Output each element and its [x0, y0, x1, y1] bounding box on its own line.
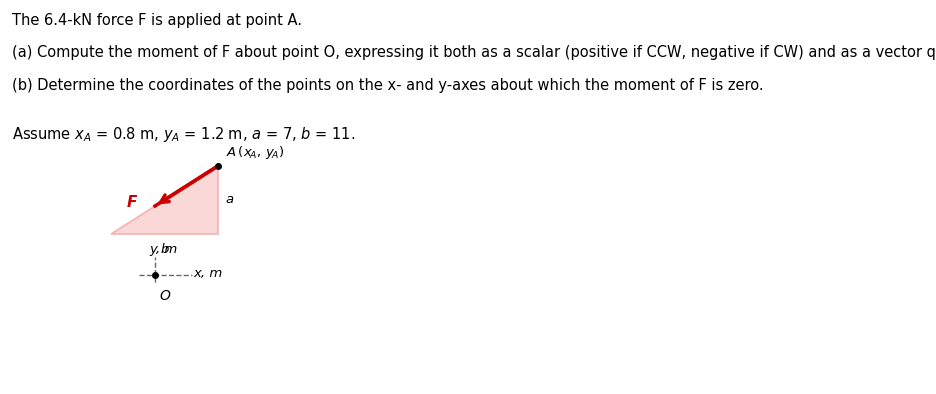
Text: (a) Compute the moment of F about point O, expressing it both as a scalar (posit: (a) Compute the moment of F about point … [12, 45, 936, 60]
Text: Assume $x_A$ = 0.8 m, $y_A$ = 1.2 m, $a$ = 7, $b$ = 11.: Assume $x_A$ = 0.8 m, $y_A$ = 1.2 m, $a$… [12, 125, 355, 144]
Text: The 6.4-kN force F is applied at point A.: The 6.4-kN force F is applied at point A… [12, 13, 302, 28]
Text: x, m: x, m [194, 266, 223, 279]
Text: F: F [126, 195, 137, 210]
Text: (b) Determine the coordinates of the points on the x- and y-axes about which the: (b) Determine the coordinates of the poi… [12, 78, 764, 93]
Text: O: O [159, 289, 169, 303]
Text: b: b [160, 243, 168, 256]
Text: $A\,(x_{\!A},\,y_{\!A})$: $A\,(x_{\!A},\,y_{\!A})$ [227, 144, 285, 161]
Text: y, m: y, m [149, 243, 177, 256]
Polygon shape [110, 166, 218, 234]
Text: a: a [226, 193, 233, 206]
